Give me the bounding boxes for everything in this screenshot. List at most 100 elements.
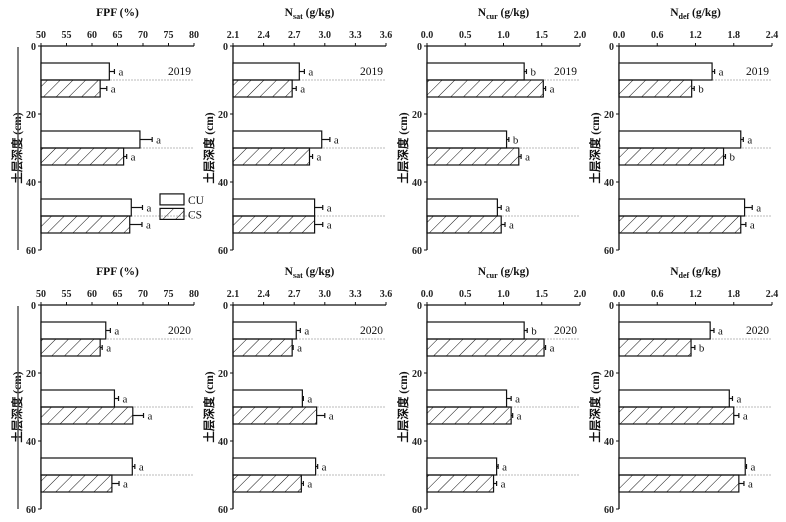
title-unit: (g/kg) xyxy=(303,266,335,278)
y-tick-label: 60 xyxy=(604,246,614,257)
y-tick-label: 0 xyxy=(417,42,422,53)
significance-letter: a xyxy=(131,152,136,164)
y-tick-label: 40 xyxy=(26,437,36,448)
legend-label: CU xyxy=(188,195,205,207)
title-main: N xyxy=(478,7,487,19)
bar-cu xyxy=(426,62,525,81)
significance-letter: a xyxy=(139,462,144,474)
y-tick-label: 60 xyxy=(218,246,228,257)
bar-cs xyxy=(618,406,735,425)
y-tick-label: 40 xyxy=(26,178,36,189)
x-tick-label: 0.0 xyxy=(421,30,434,41)
x-tick-label: 2.4 xyxy=(766,289,779,300)
y-tick-label: 60 xyxy=(26,505,36,516)
title-subscript: sat xyxy=(293,271,303,280)
significance-letter: a xyxy=(550,343,555,355)
bar-cu xyxy=(40,198,132,217)
significance-letter: a xyxy=(505,203,510,215)
panel-def-2019: Ndef (g/kg) 0.0 0.6 1.2 1.8 2.4 0 20 40 60 土层深度 (c… xyxy=(588,7,778,257)
panel-def-2020: Ndef (g/kg) 0.0 0.6 1.2 1.8 2.4 0 20 40 60 土层深度 (c… xyxy=(588,266,778,516)
x-tick-label: 55 xyxy=(62,30,72,41)
significance-letter: a xyxy=(525,152,530,164)
bar-cs xyxy=(426,215,502,234)
bar-cs xyxy=(40,406,134,425)
bar-cs xyxy=(232,406,318,425)
significance-letter: a xyxy=(106,343,111,355)
y-tick-label: 40 xyxy=(412,178,422,189)
significance-letter: b xyxy=(530,67,536,79)
x-tick-label: 3.0 xyxy=(319,289,332,300)
bar-cu xyxy=(618,62,713,81)
bar-cs xyxy=(618,215,742,234)
significance-letter: a xyxy=(146,203,151,215)
significance-letter: a xyxy=(308,67,313,79)
significance-letter: a xyxy=(300,84,305,96)
y-axis-label: 土层深度 (cm) xyxy=(588,371,602,442)
title-subscript: cur xyxy=(486,271,498,280)
significance-letter: a xyxy=(307,394,312,406)
bar-cu xyxy=(40,130,141,149)
bar-cu xyxy=(618,321,711,340)
x-tick-label: 75 xyxy=(164,30,174,41)
panel-fpf-2019: FPF (%) 50 55 60 65 70 75 80 0 20 40 60 土层深度 (cm) 201… xyxy=(10,7,205,257)
x-tick-label: 60 xyxy=(87,289,97,300)
y-tick-label: 40 xyxy=(218,437,228,448)
x-tick-label: 2.0 xyxy=(574,30,587,41)
significance-letter: b xyxy=(513,135,519,147)
bar-cu xyxy=(40,457,133,476)
significance-letter: a xyxy=(329,411,334,423)
significance-letter: b xyxy=(729,152,735,164)
x-tick-label: 2.1 xyxy=(227,30,240,41)
bar-cu xyxy=(232,130,323,149)
x-tick-label: 80 xyxy=(189,289,199,300)
panel-cur-2020: Ncur (g/kg) 0.0 0.5 1.0 1.5 2.0 0 20 40 60 土层深度 (c… xyxy=(396,266,586,516)
significance-letter: a xyxy=(747,135,752,147)
panel-fpf-2020: FPF (%) 50 55 60 65 70 75 80 0 20 40 60 土层深度 (cm) 202… xyxy=(10,266,199,516)
y-tick-label: 20 xyxy=(412,110,422,121)
y-tick-label: 60 xyxy=(604,505,614,516)
panel-sat-2020: Nsat (g/kg) 2.1 2.4 2.7 3.0 3.3 3.6 0 20 40 60 土层深度… xyxy=(202,266,392,516)
x-tick-label: 60 xyxy=(87,30,97,41)
y-tick-label: 40 xyxy=(604,178,614,189)
title-unit: (g/kg) xyxy=(689,266,721,278)
title-subscript: def xyxy=(679,271,690,280)
panel-sat-2019: Nsat (g/kg) 2.1 2.4 2.7 3.0 3.3 3.6 0 20 40 60 土层深度… xyxy=(202,7,392,257)
x-tick-label: 0.5 xyxy=(459,289,472,300)
significance-letter: a xyxy=(307,479,312,491)
x-tick-label: 65 xyxy=(113,30,123,41)
significance-letter: a xyxy=(750,220,755,232)
significance-letter: a xyxy=(515,394,520,406)
y-tick-label: 0 xyxy=(223,42,228,53)
bar-cu xyxy=(232,198,316,217)
y-axis-label: 土层深度 (cm) xyxy=(10,371,24,442)
year-label: 2020 xyxy=(360,325,383,337)
significance-letter: a xyxy=(334,135,339,147)
y-axis-label: 土层深度 (cm) xyxy=(396,112,410,183)
y-tick-label: 0 xyxy=(223,301,228,312)
title-main: FPF (%) xyxy=(96,7,139,19)
y-tick-label: 0 xyxy=(609,42,614,53)
title-main: N xyxy=(670,266,679,278)
panel-title: Ncur (g/kg) xyxy=(478,266,530,280)
significance-letter: a xyxy=(304,326,309,338)
title-unit: (g/kg) xyxy=(303,7,335,19)
significance-letter: a xyxy=(327,220,332,232)
x-tick-label: 65 xyxy=(113,289,123,300)
x-tick-label: 1.8 xyxy=(728,30,741,41)
x-tick-label: 0.6 xyxy=(651,30,664,41)
panel-title: Ncur (g/kg) xyxy=(478,7,530,21)
x-tick-label: 55 xyxy=(62,289,72,300)
y-tick-label: 0 xyxy=(31,301,36,312)
title-main: FPF (%) xyxy=(96,266,139,278)
panel-title: Nsat (g/kg) xyxy=(285,7,335,21)
x-tick-label: 2.4 xyxy=(257,30,270,41)
significance-letter: a xyxy=(550,84,555,96)
x-tick-label: 0.6 xyxy=(651,289,664,300)
bar-cs xyxy=(618,147,725,166)
x-tick-label: 70 xyxy=(138,289,148,300)
significance-letter: a xyxy=(517,411,522,423)
year-label: 2020 xyxy=(746,325,769,337)
significance-letter: b xyxy=(531,326,537,338)
x-tick-label: 2.7 xyxy=(288,30,301,41)
bar-cs xyxy=(40,147,125,166)
